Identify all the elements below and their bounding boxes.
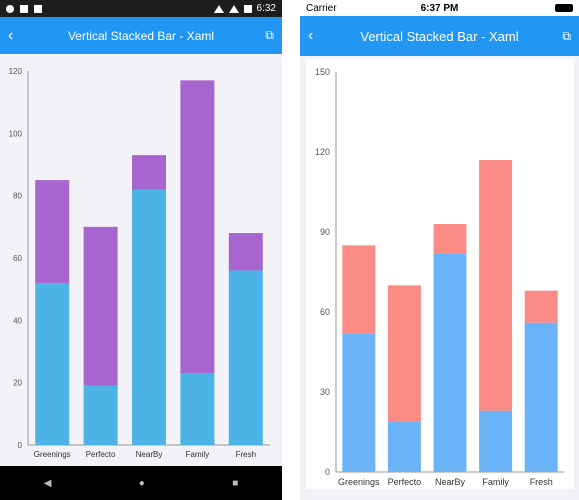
bar-segment[interactable] bbox=[228, 270, 263, 445]
android-nav-bar: ◀ ● ■ bbox=[0, 466, 282, 500]
x-tick-label: Greenings bbox=[34, 450, 71, 459]
ios-status-bar: Carrier 6:37 PM bbox=[300, 0, 579, 16]
bar-segment[interactable] bbox=[479, 410, 513, 472]
app-toolbar: ‹ Vertical Stacked Bar - Xaml ⧉ bbox=[0, 17, 282, 54]
bar-segment[interactable] bbox=[35, 180, 70, 283]
android-status-bar: 6:32 bbox=[0, 0, 282, 17]
y-tick-label: 60 bbox=[320, 307, 330, 317]
signal-icon bbox=[228, 4, 239, 13]
x-tick-label: Greenings bbox=[338, 477, 380, 487]
bar-segment[interactable] bbox=[132, 155, 166, 190]
y-tick-label: 150 bbox=[315, 67, 330, 77]
bar-segment[interactable] bbox=[387, 285, 421, 422]
back-icon[interactable]: ‹ bbox=[308, 27, 314, 44]
stacked-bar-chart: 0 20 40 60 80 100 120 Greenings Perfecto NearBy Fa… bbox=[9, 67, 270, 459]
y-tick-label: 30 bbox=[320, 387, 330, 397]
y-tick-label: 80 bbox=[13, 192, 22, 201]
sim-icon bbox=[34, 4, 42, 13]
bar-segment[interactable] bbox=[524, 290, 558, 323]
status-time: 6:37 PM bbox=[420, 2, 459, 14]
bar-segment[interactable] bbox=[433, 224, 467, 254]
x-tick-label: Fresh bbox=[236, 450, 256, 459]
bar-segment[interactable] bbox=[479, 160, 513, 411]
x-tick-label: Perfecto bbox=[86, 450, 116, 459]
bar-segment[interactable] bbox=[83, 385, 118, 445]
back-icon[interactable]: ‹ bbox=[8, 26, 14, 44]
y-tick-label: 120 bbox=[9, 67, 23, 76]
x-tick-label: Fresh bbox=[530, 477, 553, 487]
y-tick-label: 120 bbox=[315, 147, 330, 157]
recents-icon[interactable]: ■ bbox=[232, 477, 239, 489]
stacked-bar-chart: 0 30 60 90 120 150 Greenings Perfecto NearBy Fami… bbox=[315, 67, 564, 487]
ios-screen: Carrier 6:37 PM ‹ Vertical Stacked Bar -… bbox=[300, 0, 579, 500]
x-tick-label: Perfecto bbox=[388, 477, 422, 487]
bar-segment[interactable] bbox=[342, 245, 376, 334]
wifi-icon bbox=[213, 4, 224, 13]
carrier-label: Carrier bbox=[306, 2, 337, 14]
back-triangle-icon[interactable]: ◀ bbox=[43, 477, 52, 489]
external-link-icon[interactable]: ⧉ bbox=[562, 28, 571, 43]
status-time: 6:32 bbox=[256, 3, 276, 14]
app-toolbar: ‹ Vertical Stacked Bar - Xaml ⧉ bbox=[300, 16, 579, 56]
android-screen: 6:32 ‹ Vertical Stacked Bar - Xaml ⧉ 0 20… bbox=[0, 0, 282, 500]
home-icon[interactable]: ● bbox=[138, 477, 145, 489]
x-tick-label: Family bbox=[186, 450, 210, 459]
bar-segment[interactable] bbox=[180, 373, 215, 445]
bar-segment[interactable] bbox=[83, 226, 118, 386]
bar-segment[interactable] bbox=[524, 322, 558, 472]
page-title: Vertical Stacked Bar - Xaml bbox=[360, 28, 519, 44]
bar-segment[interactable] bbox=[228, 233, 263, 271]
shield-icon bbox=[20, 4, 28, 13]
android-chart: 0 20 40 60 80 100 120 Greenings Perfecto NearBy Fa… bbox=[0, 54, 282, 464]
y-tick-label: 100 bbox=[9, 129, 23, 138]
x-tick-label: NearBy bbox=[435, 477, 466, 487]
x-tick-label: NearBy bbox=[136, 450, 163, 459]
bar-segment[interactable] bbox=[387, 421, 421, 472]
battery-icon bbox=[555, 4, 573, 12]
bar-segment[interactable] bbox=[132, 189, 166, 445]
settings-icon bbox=[6, 4, 14, 13]
y-tick-label: 60 bbox=[13, 254, 22, 263]
y-tick-label: 0 bbox=[18, 441, 23, 450]
bar-segment[interactable] bbox=[180, 80, 215, 374]
bar-segment[interactable] bbox=[35, 282, 70, 445]
x-tick-label: Family bbox=[482, 477, 509, 487]
y-tick-label: 90 bbox=[320, 227, 330, 237]
y-tick-label: 40 bbox=[13, 316, 22, 325]
y-tick-label: 0 bbox=[325, 467, 330, 477]
bar-segment[interactable] bbox=[433, 253, 467, 472]
battery-icon bbox=[243, 4, 252, 13]
ios-chart: 0 30 60 90 120 150 Greenings Perfecto NearBy Fami… bbox=[306, 59, 574, 489]
page-title: Vertical Stacked Bar - Xaml bbox=[67, 28, 215, 43]
bar-segment[interactable] bbox=[342, 333, 376, 472]
y-tick-label: 20 bbox=[13, 379, 22, 388]
external-link-icon[interactable]: ⧉ bbox=[265, 28, 274, 42]
